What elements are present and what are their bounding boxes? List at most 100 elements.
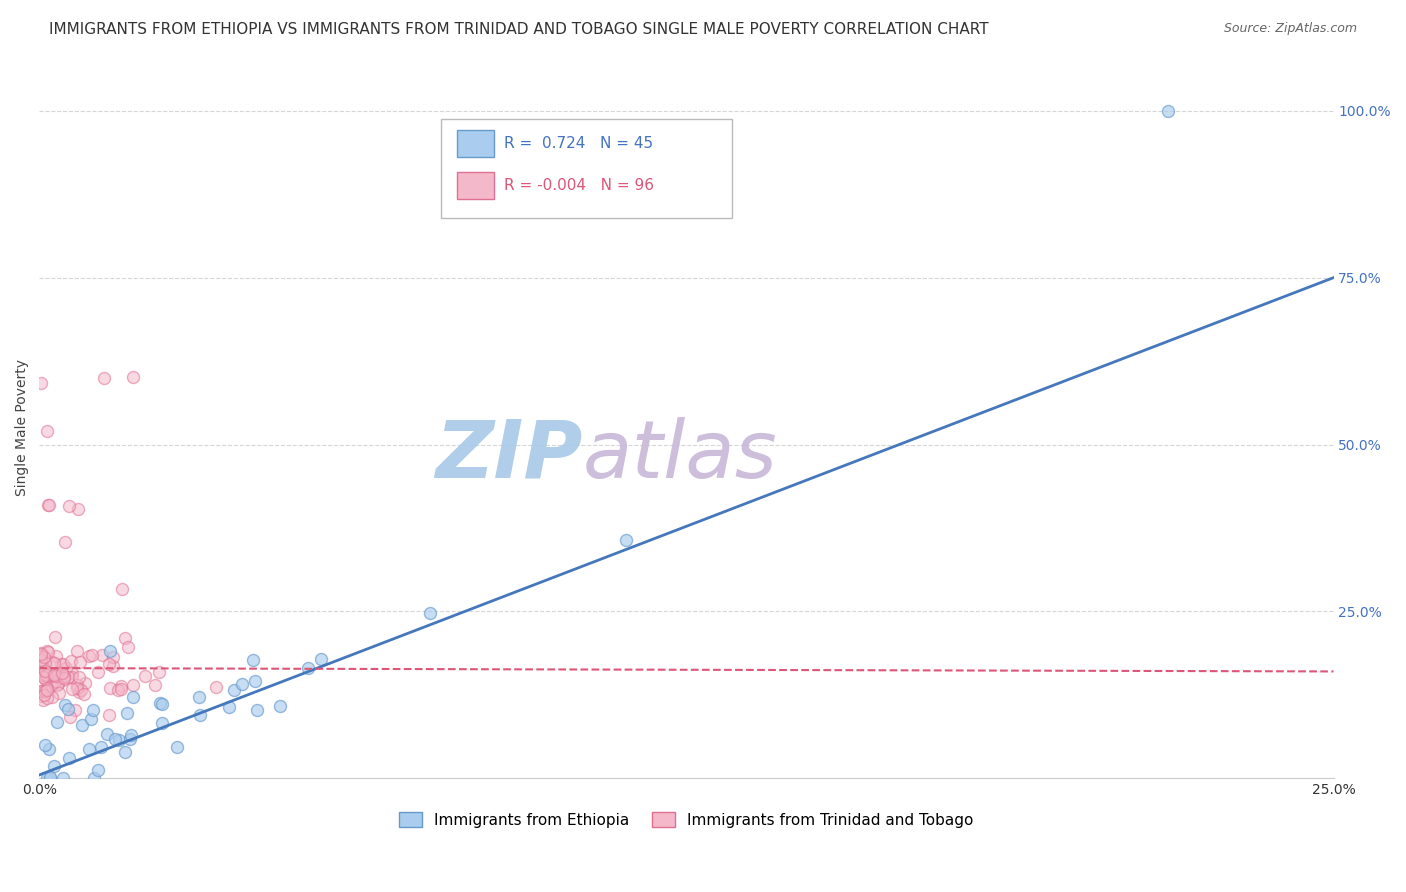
Point bbox=[34, 689, 56, 703]
Point bbox=[419, 606, 441, 620]
Point bbox=[66, 681, 89, 695]
Text: Source: ZipAtlas.com: Source: ZipAtlas.com bbox=[1223, 22, 1357, 36]
Point bbox=[90, 739, 112, 754]
Point bbox=[110, 681, 132, 696]
Point bbox=[52, 657, 75, 672]
Point bbox=[30, 648, 52, 663]
Point bbox=[39, 679, 62, 693]
Point bbox=[297, 660, 319, 674]
Point bbox=[150, 715, 173, 730]
Point bbox=[110, 679, 132, 693]
Point bbox=[44, 630, 66, 644]
Point bbox=[37, 771, 59, 785]
Point bbox=[53, 535, 76, 549]
Point bbox=[46, 715, 69, 730]
Point bbox=[35, 683, 58, 698]
Point bbox=[37, 667, 59, 681]
Point bbox=[83, 771, 105, 785]
Point bbox=[69, 655, 91, 669]
Point bbox=[101, 659, 124, 673]
Point bbox=[59, 654, 82, 668]
Point bbox=[34, 656, 56, 670]
Point bbox=[30, 689, 52, 703]
Text: atlas: atlas bbox=[583, 417, 778, 495]
Y-axis label: Single Male Poverty: Single Male Poverty bbox=[15, 359, 30, 496]
Point bbox=[69, 670, 91, 684]
Point bbox=[614, 533, 637, 548]
Point bbox=[30, 376, 52, 391]
Point bbox=[38, 741, 60, 756]
Point bbox=[231, 677, 253, 691]
Point bbox=[48, 686, 70, 700]
Point bbox=[143, 678, 166, 692]
Point bbox=[67, 685, 90, 699]
Point bbox=[166, 739, 188, 754]
Point bbox=[53, 669, 76, 683]
Point bbox=[59, 710, 82, 724]
Point bbox=[134, 669, 156, 683]
Point bbox=[30, 684, 52, 698]
Point bbox=[30, 683, 52, 698]
Point bbox=[96, 727, 118, 741]
Point bbox=[38, 498, 60, 512]
Point bbox=[52, 673, 75, 688]
Point bbox=[120, 728, 142, 742]
Point bbox=[38, 666, 60, 681]
Point bbox=[48, 676, 70, 690]
Point bbox=[56, 670, 79, 684]
Point bbox=[60, 682, 83, 697]
Point bbox=[97, 707, 120, 722]
Point bbox=[1157, 103, 1180, 118]
Point bbox=[53, 698, 76, 713]
Point bbox=[41, 690, 63, 705]
Point bbox=[58, 751, 80, 765]
Point bbox=[122, 369, 145, 384]
Point bbox=[30, 653, 52, 667]
Point bbox=[101, 649, 124, 664]
Point bbox=[246, 703, 269, 717]
Point bbox=[73, 676, 96, 690]
Point bbox=[115, 706, 138, 721]
Point bbox=[114, 632, 136, 646]
Point bbox=[114, 745, 136, 759]
Point bbox=[82, 703, 104, 717]
Text: R = -0.004   N = 96: R = -0.004 N = 96 bbox=[503, 178, 654, 193]
Point bbox=[32, 650, 55, 665]
FancyBboxPatch shape bbox=[457, 130, 494, 157]
Point bbox=[37, 644, 59, 658]
Point bbox=[60, 670, 83, 684]
Point bbox=[98, 681, 121, 696]
Point bbox=[30, 666, 52, 681]
Point bbox=[42, 759, 65, 773]
Point bbox=[34, 664, 56, 678]
Point bbox=[70, 717, 93, 731]
Point bbox=[34, 668, 56, 682]
Point bbox=[31, 685, 53, 699]
Point bbox=[45, 649, 67, 664]
Point bbox=[37, 681, 59, 695]
Point bbox=[32, 668, 55, 682]
Point bbox=[205, 680, 228, 694]
Point bbox=[70, 682, 93, 697]
Point bbox=[79, 648, 101, 663]
Point bbox=[35, 691, 58, 706]
Point bbox=[108, 732, 131, 747]
Point bbox=[77, 742, 100, 756]
Text: ZIP: ZIP bbox=[436, 417, 583, 495]
Legend: Immigrants from Ethiopia, Immigrants from Trinidad and Tobago: Immigrants from Ethiopia, Immigrants fro… bbox=[392, 805, 980, 834]
Point bbox=[58, 500, 80, 514]
Point bbox=[30, 646, 52, 660]
Point bbox=[30, 647, 52, 661]
Point bbox=[37, 425, 59, 439]
Point bbox=[44, 656, 66, 670]
Point bbox=[32, 670, 55, 684]
Point bbox=[35, 669, 58, 683]
Point bbox=[60, 666, 83, 681]
Point bbox=[148, 665, 170, 679]
Point bbox=[45, 678, 67, 692]
Text: IMMIGRANTS FROM ETHIOPIA VS IMMIGRANTS FROM TRINIDAD AND TOBAGO SINGLE MALE POVE: IMMIGRANTS FROM ETHIOPIA VS IMMIGRANTS F… bbox=[49, 22, 988, 37]
Point bbox=[32, 692, 55, 706]
Point bbox=[242, 653, 264, 667]
Point bbox=[34, 738, 56, 752]
Point bbox=[37, 645, 59, 659]
